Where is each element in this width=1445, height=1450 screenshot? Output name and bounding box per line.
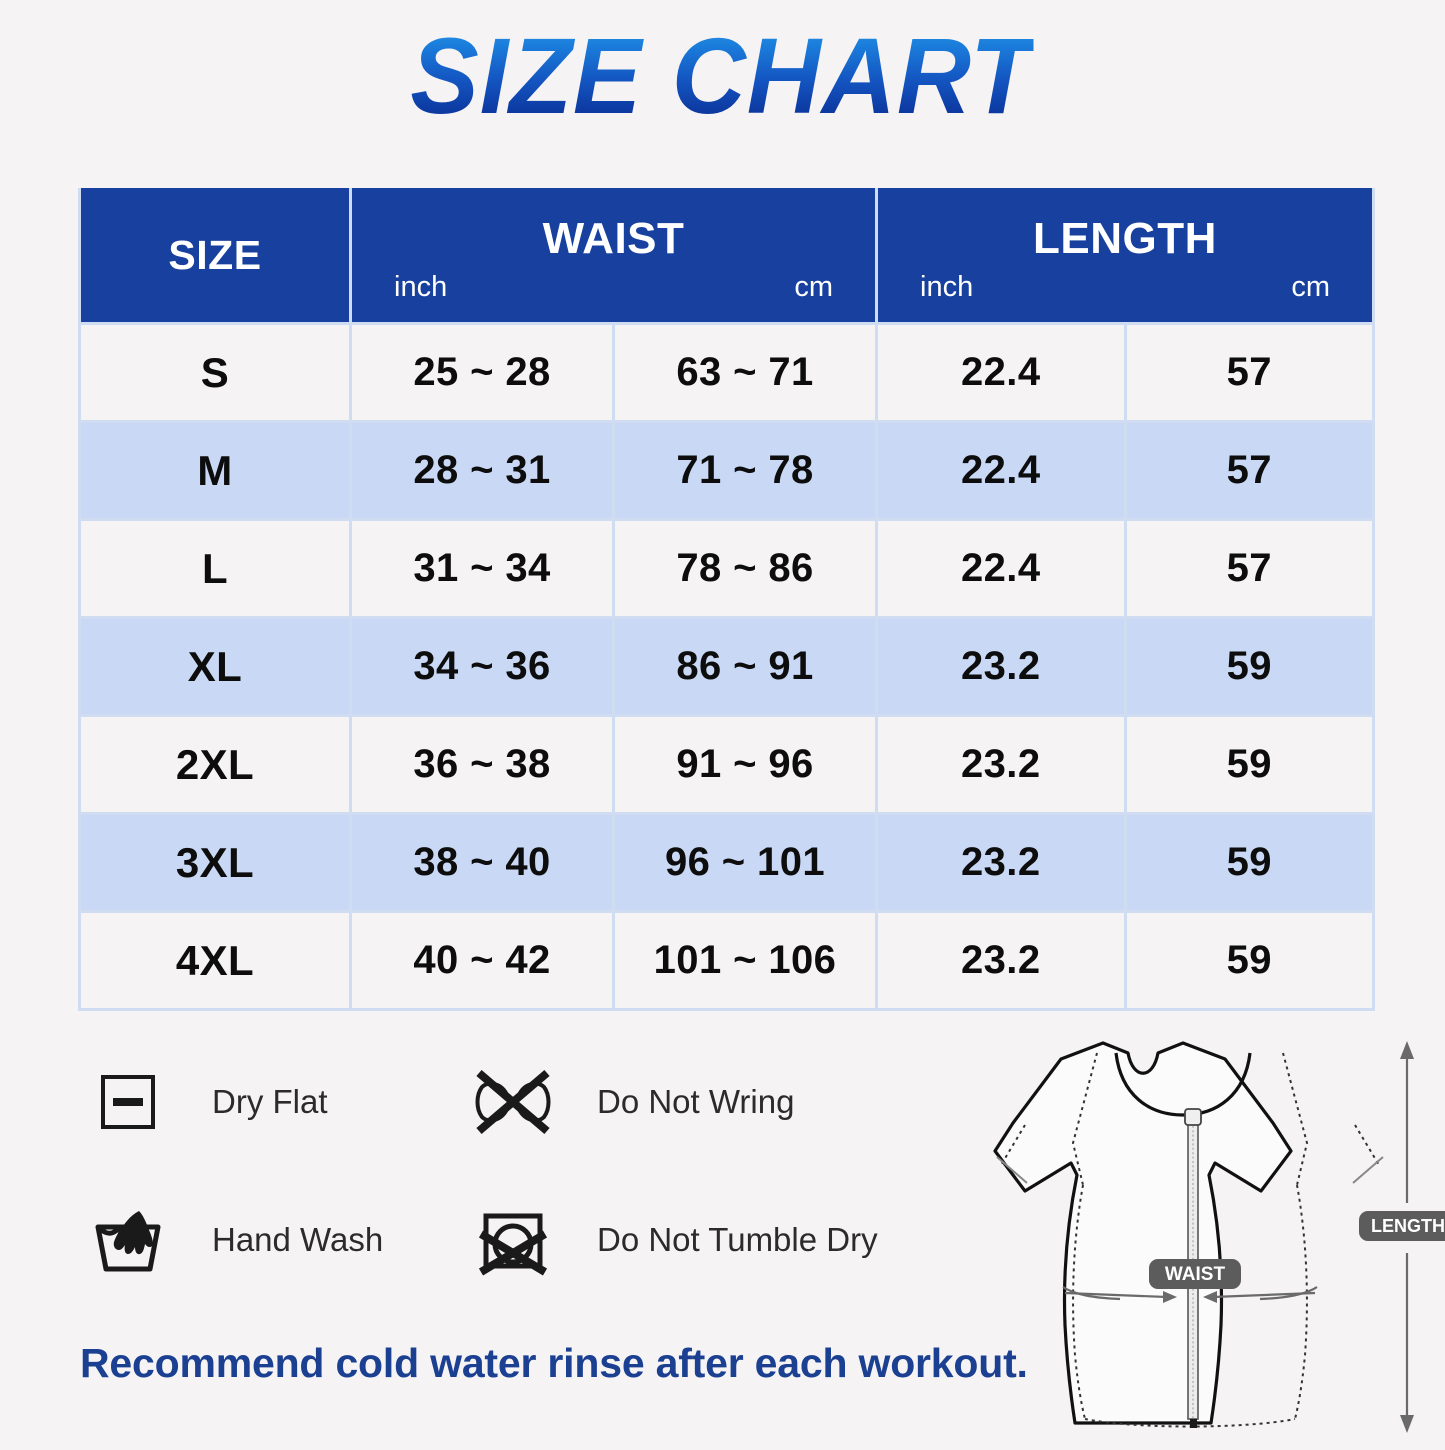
cell-waist-inch: 28 ~ 31: [352, 423, 615, 521]
title-container: SIZE CHART: [0, 15, 1445, 136]
waist-dimension: WAIST: [1062, 1259, 1318, 1303]
hand-wash-icon: [88, 1200, 168, 1280]
column-header-length-inch: inch: [920, 271, 974, 303]
column-header-length: LENGTH inch cm: [878, 188, 1375, 325]
cell-waist-cm: 96 ~ 101: [615, 815, 878, 913]
column-header-waist: WAIST inch cm: [352, 188, 878, 325]
cell-length-cm: 59: [1126, 913, 1375, 1011]
cell-waist-cm: 86 ~ 91: [615, 619, 878, 717]
cell-waist-inch: 40 ~ 42: [352, 913, 615, 1011]
cell-size: XL: [78, 619, 352, 717]
care-row-1: Dry Flat Do Not Wring: [88, 1062, 948, 1142]
cell-length-cm: 57: [1126, 423, 1375, 521]
cell-size: 4XL: [78, 913, 352, 1011]
care-item-hand-wash: Hand Wash: [88, 1200, 473, 1280]
table-row: XL 34 ~ 36 86 ~ 91 23.2 59: [78, 619, 1375, 717]
length-dimension: LENGTH: [1359, 1041, 1445, 1433]
size-chart-table: SIZE WAIST inch cm LENGTH inch cm: [78, 188, 1375, 1011]
table-row: 2XL 36 ~ 38 91 ~ 96 23.2 59: [78, 717, 1375, 815]
cell-size: 3XL: [78, 815, 352, 913]
cell-length-inch: 22.4: [878, 521, 1127, 619]
table-header: SIZE WAIST inch cm LENGTH inch cm: [78, 188, 1375, 325]
cell-waist-inch: 36 ~ 38: [352, 717, 615, 815]
cell-waist-cm: 91 ~ 96: [615, 717, 878, 815]
cell-waist-inch: 38 ~ 40: [352, 815, 615, 913]
column-header-length-cm: cm: [1291, 271, 1330, 303]
cell-length-cm: 59: [1126, 717, 1375, 815]
cell-size: M: [78, 423, 352, 521]
cell-size: S: [78, 325, 352, 423]
cell-length-inch: 22.4: [878, 325, 1127, 423]
table-row: 3XL 38 ~ 40 96 ~ 101 23.2 59: [78, 815, 1375, 913]
garment-diagram: WAIST LENGTH: [945, 1025, 1445, 1445]
garment-outline: [993, 1041, 1293, 1425]
column-header-waist-inch: inch: [394, 271, 448, 303]
care-label-do-not-wring: Do Not Wring: [597, 1083, 795, 1120]
sleeve-hems: [996, 1156, 1384, 1184]
length-badge-label: LENGTH: [1371, 1216, 1445, 1236]
cell-length-cm: 57: [1126, 325, 1375, 423]
cell-length-cm: 59: [1126, 815, 1375, 913]
care-label-hand-wash: Hand Wash: [212, 1221, 384, 1258]
cell-waist-inch: 31 ~ 34: [352, 521, 615, 619]
cell-waist-inch: 34 ~ 36: [352, 619, 615, 717]
cell-length-inch: 23.2: [878, 619, 1127, 717]
table-header-row: SIZE WAIST inch cm LENGTH inch cm: [78, 188, 1375, 325]
cell-waist-inch: 25 ~ 28: [352, 325, 615, 423]
cell-length-cm: 59: [1126, 619, 1375, 717]
table-row: M 28 ~ 31 71 ~ 78 22.4 57: [78, 423, 1375, 521]
do-not-wring-icon: [473, 1062, 553, 1142]
care-instructions-block: Dry Flat Do Not Wring Hand Was: [88, 1062, 948, 1338]
cell-length-inch: 22.4: [878, 423, 1127, 521]
table-row: L 31 ~ 34 78 ~ 86 22.4 57: [78, 521, 1375, 619]
cell-waist-cm: 78 ~ 86: [615, 521, 878, 619]
column-header-waist-cm: cm: [794, 271, 833, 303]
waist-badge-label: WAIST: [1165, 1264, 1226, 1285]
cell-waist-cm: 63 ~ 71: [615, 325, 878, 423]
do-not-tumble-dry-icon: [473, 1200, 553, 1280]
cell-length-cm: 57: [1126, 521, 1375, 619]
column-header-size-label: SIZE: [168, 231, 262, 278]
care-label-dry-flat: Dry Flat: [212, 1083, 328, 1120]
cell-waist-cm: 71 ~ 78: [615, 423, 878, 521]
column-header-size: SIZE: [78, 188, 352, 325]
cell-length-inch: 23.2: [878, 815, 1127, 913]
cell-size: 2XL: [78, 717, 352, 815]
care-label-do-not-tumble-dry: Do Not Tumble Dry: [597, 1221, 878, 1258]
cell-length-inch: 23.2: [878, 717, 1127, 815]
column-header-waist-label: WAIST: [542, 214, 685, 263]
care-item-dry-flat: Dry Flat: [88, 1062, 473, 1142]
page-title: SIZE CHART: [410, 15, 1035, 136]
recommendation-text: Recommend cold water rinse after each wo…: [80, 1340, 1028, 1386]
table-row: S 25 ~ 28 63 ~ 71 22.4 57: [78, 325, 1375, 423]
table-row: 4XL 40 ~ 42 101 ~ 106 23.2 59: [78, 913, 1375, 1011]
care-item-do-not-wring: Do Not Wring: [473, 1062, 943, 1142]
cell-waist-cm: 101 ~ 106: [615, 913, 878, 1011]
cell-size: L: [78, 521, 352, 619]
care-item-do-not-tumble-dry: Do Not Tumble Dry: [473, 1200, 943, 1280]
dry-flat-icon: [88, 1062, 168, 1142]
column-header-length-label: LENGTH: [1033, 214, 1217, 263]
cell-length-inch: 23.2: [878, 913, 1127, 1011]
table-body: S 25 ~ 28 63 ~ 71 22.4 57 M 28 ~ 31 71 ~…: [78, 325, 1375, 1011]
care-row-2: Hand Wash Do Not Tumble Dry: [88, 1200, 948, 1280]
